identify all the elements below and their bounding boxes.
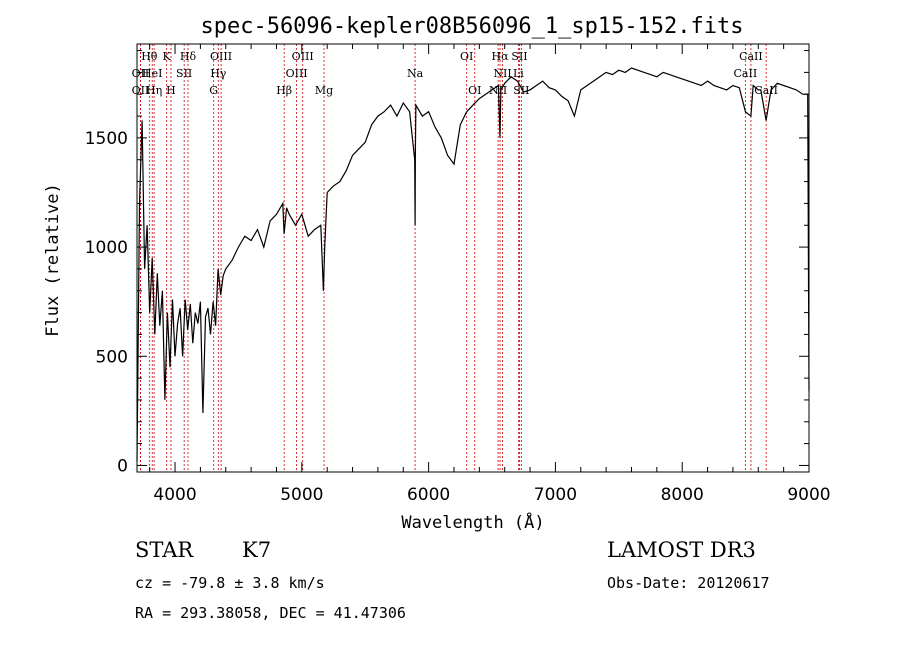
line-label-26: CaII	[734, 67, 758, 80]
spectral-subclass: K7	[242, 538, 272, 562]
line-label-5: K	[163, 50, 172, 63]
x-tick-label-4: 8000	[661, 485, 704, 505]
line-label-11: G	[209, 84, 218, 97]
x-tick-label-1: 5000	[280, 485, 323, 505]
y-tick-label-1: 500	[96, 347, 128, 367]
line-label-21: NII	[493, 67, 511, 80]
line-label-6: H	[166, 84, 176, 97]
x-axis-label: Wavelength (Å)	[401, 511, 544, 533]
y-axis: 0 500 1000 1500	[85, 50, 809, 476]
line-label-3: OII	[132, 84, 150, 97]
line-label-14: Hβ	[276, 84, 292, 97]
radial-velocity: cz = -79.8 ± 3.8 km/s	[135, 574, 325, 592]
line-label-19: Hα	[491, 50, 509, 63]
line-label-20: SII	[511, 50, 527, 63]
y-tick-label-3: 1500	[85, 129, 128, 149]
line-label-18: OI	[468, 84, 481, 97]
y-tick-label-2: 1000	[85, 238, 128, 258]
spectrum-series-line	[136, 67, 810, 462]
line-label-25: CaII	[739, 50, 763, 63]
line-label-8: Hδ	[180, 50, 197, 63]
chart-title: spec-56096-kepler08B56096_1_sp15-152.fit…	[200, 14, 743, 39]
survey-name: LAMOST DR3	[607, 538, 756, 562]
line-label-15: Mg	[315, 84, 333, 97]
line-label-0: Hθ	[141, 50, 158, 63]
line-label-22: Li	[513, 67, 524, 80]
observation-date: Obs-Date: 20120617	[607, 574, 770, 592]
line-label-27: CaII	[754, 84, 778, 97]
y-axis-label: Flux (relative)	[43, 183, 63, 337]
line-label-7: SII	[176, 67, 192, 80]
line-label-24: SII	[513, 84, 529, 97]
x-axis: 4000 5000 6000 7000 8000 9000	[149, 44, 831, 505]
x-tick-label-2: 6000	[407, 485, 450, 505]
line-label-16: Na	[407, 67, 424, 80]
line-label-12: OIII	[292, 50, 314, 63]
x-tick-label-0: 4000	[153, 485, 196, 505]
object-class: STAR	[135, 538, 194, 562]
line-label-4: Hη	[146, 84, 162, 97]
line-label-17: OI	[460, 50, 473, 63]
line-label-10: Hγ	[210, 67, 227, 80]
y-tick-label-0: 0	[117, 456, 128, 476]
line-label-9: OIII	[210, 50, 232, 63]
x-tick-label-5: 9000	[787, 485, 830, 505]
x-tick-label-3: 7000	[534, 485, 577, 505]
line-label-1: OII	[132, 67, 150, 80]
line-label-2: HeI	[142, 67, 162, 80]
line-label-13: OIII	[286, 67, 308, 80]
coordinates: RA = 293.38058, DEC = 41.47306	[135, 604, 406, 622]
plot-frame	[136, 43, 810, 473]
spectral-line-markers	[140, 44, 767, 472]
